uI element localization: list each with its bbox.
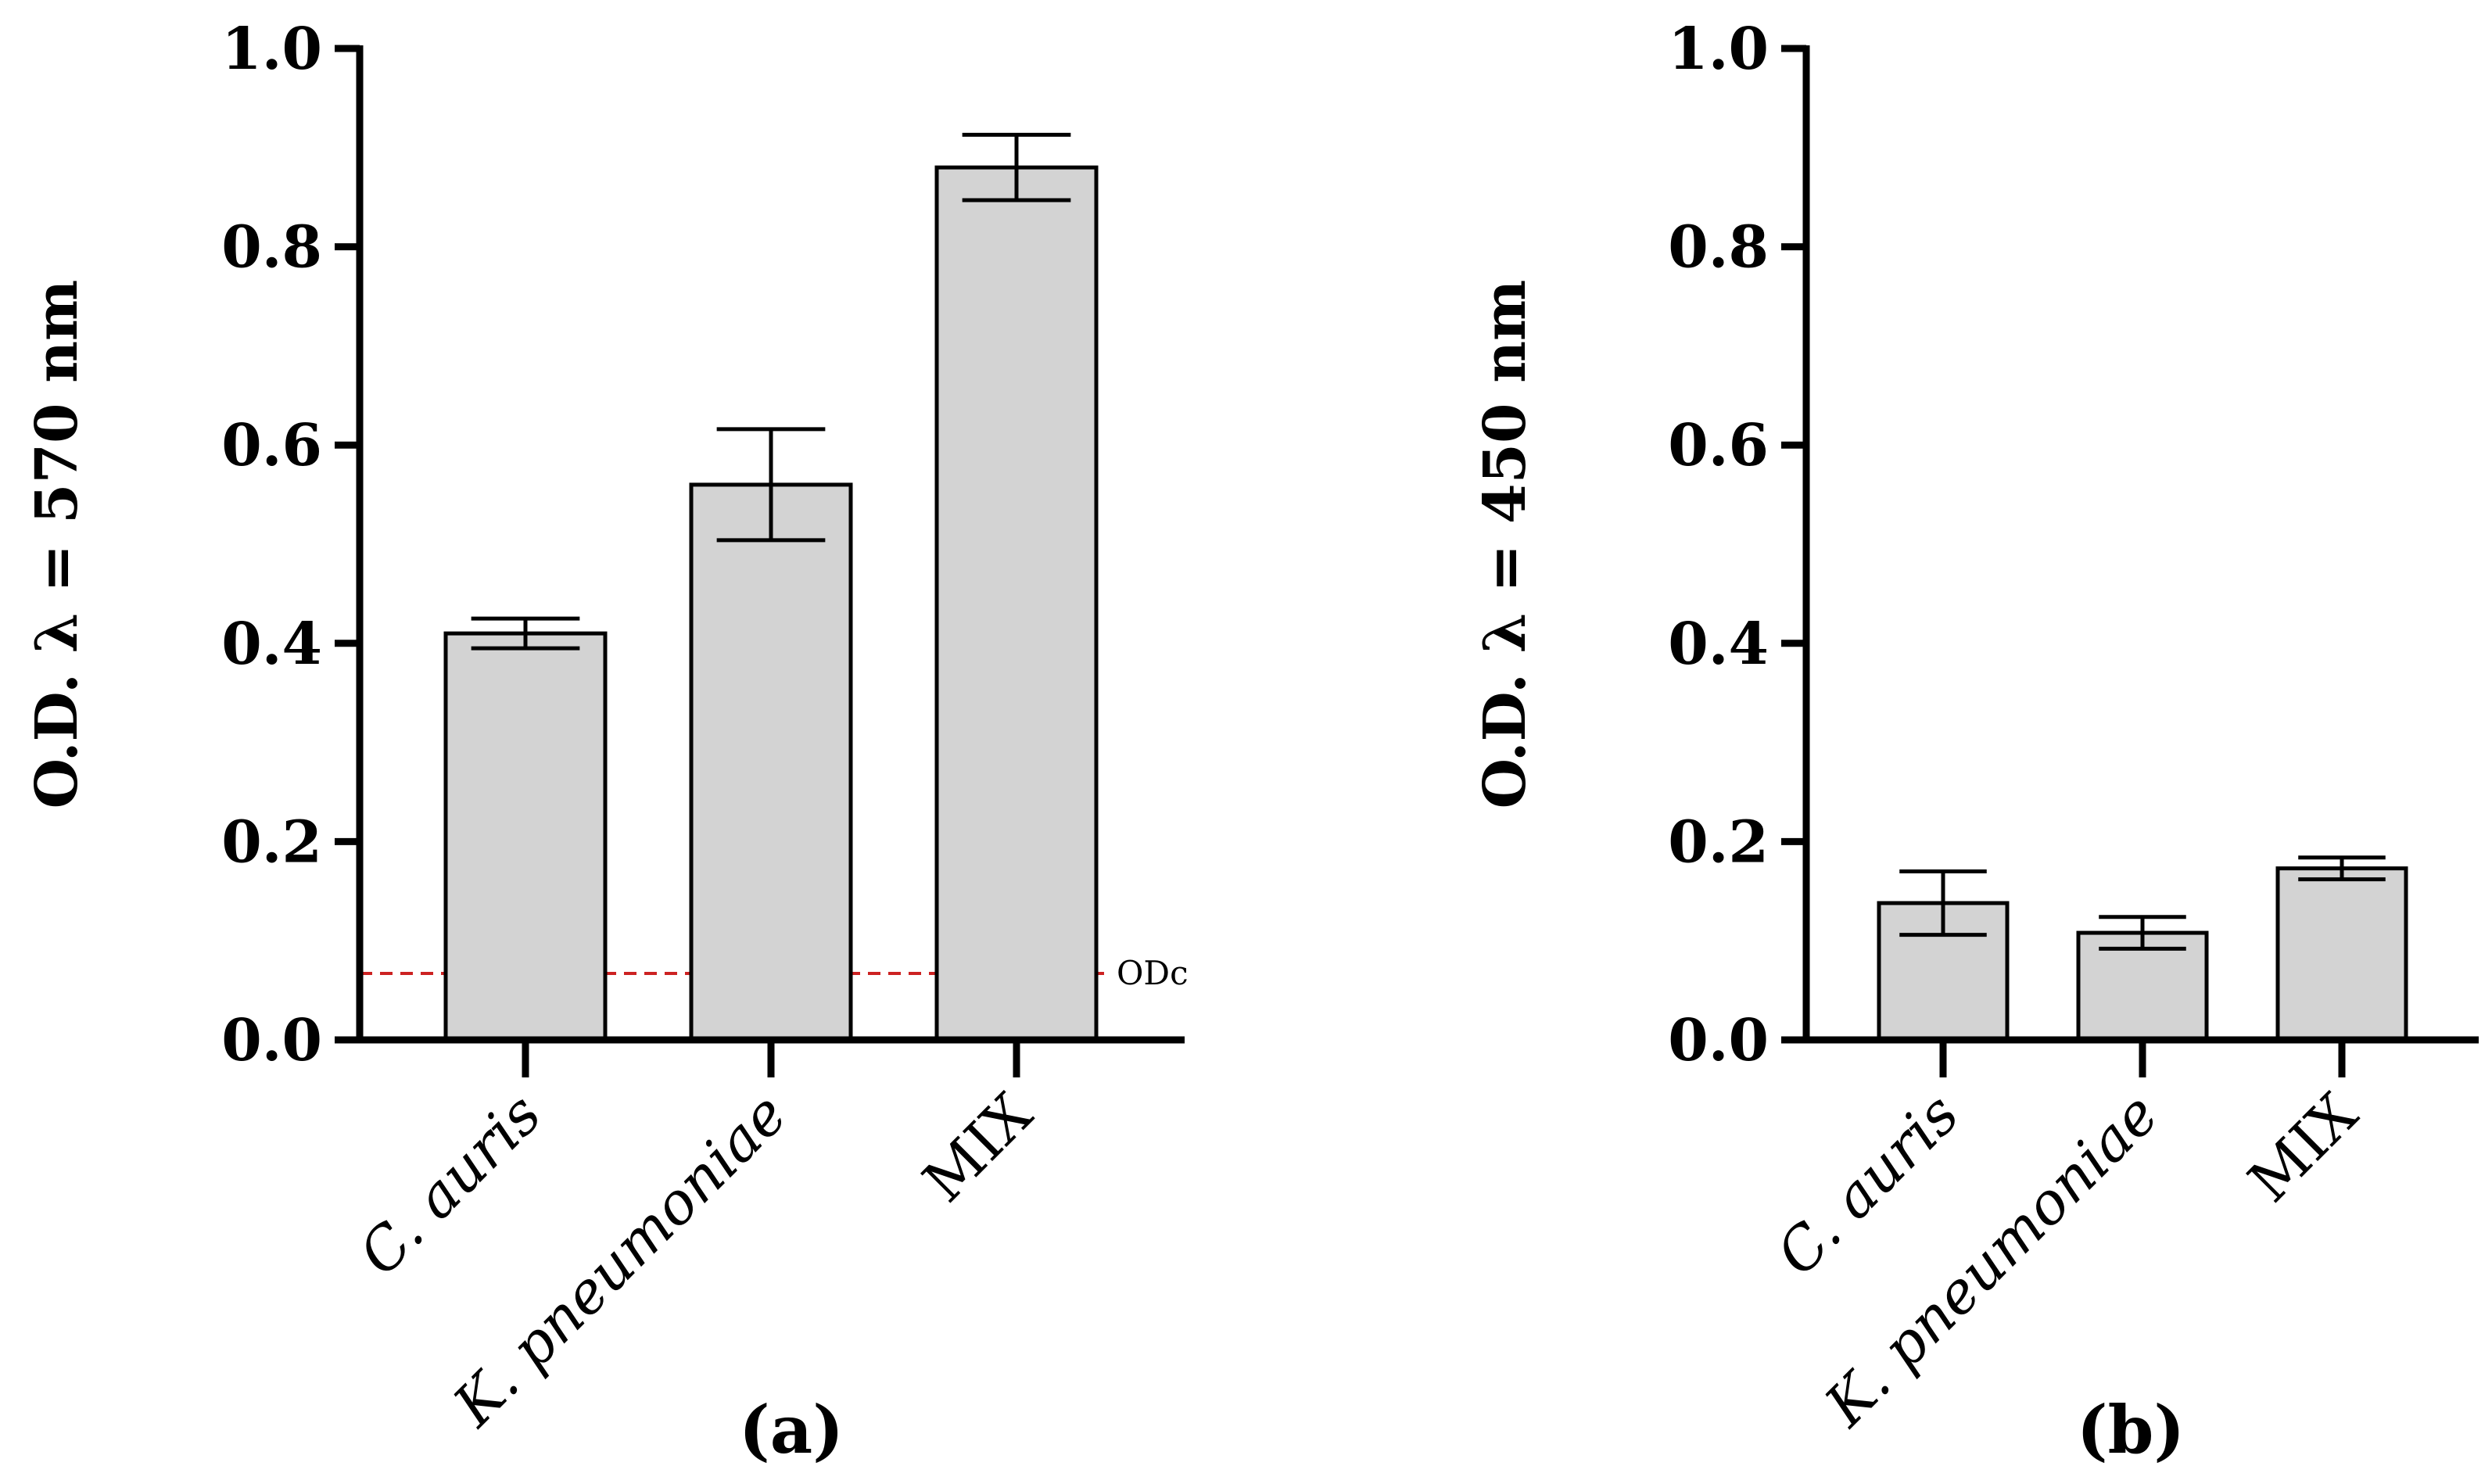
category-label-b-3: MIX [2236, 1081, 2371, 1216]
y-tick-label-a-1: 0.2 [221, 808, 322, 876]
y-tick-label-a-0: 0.0 [221, 1007, 322, 1074]
error-bar-a-1 [471, 616, 580, 651]
y-tick-label-b-3: 0.6 [1668, 412, 1769, 479]
error-bar-b-3 [2298, 855, 2386, 882]
reference-line-label: ODc [1117, 954, 1189, 992]
category-label-b-2: K. pneumoniae [1812, 1081, 2171, 1440]
y-tick-label-b-4: 0.8 [1668, 214, 1769, 281]
y-tick-label-b-0: 0.0 [1668, 1007, 1769, 1074]
y-tick-label-a-4: 0.8 [221, 214, 322, 281]
category-label-a-1: C. auris [346, 1081, 554, 1289]
y-tick-label-a-5: 1.0 [221, 16, 322, 83]
y-axis-title-a: O.D. λ = 570 nm [23, 280, 91, 809]
panel-label-b: (b) [2077, 1391, 2185, 1468]
bar-a-1 [443, 631, 608, 1042]
category-label-b-1: C. auris [1764, 1081, 1972, 1289]
error-bar-b-2 [2099, 915, 2186, 951]
y-tick-label-b-5: 1.0 [1668, 16, 1769, 83]
error-bar-a-2 [716, 427, 826, 543]
error-bar-b-1 [1899, 869, 1987, 937]
bar-b-3 [2275, 866, 2408, 1042]
y-tick-label-a-2: 0.4 [221, 611, 322, 678]
error-bar-a-3 [962, 132, 1071, 203]
panel-label-a: (a) [739, 1391, 844, 1468]
y-tick-label-b-2: 0.4 [1668, 611, 1769, 678]
y-tick-label-a-3: 0.6 [221, 412, 322, 479]
y-axis-title-b: O.D. λ = 450 nm [1472, 280, 1539, 809]
bar-a-2 [689, 482, 853, 1042]
bar-a-3 [934, 165, 1099, 1042]
category-label-a-3: MIX [910, 1081, 1045, 1216]
y-tick-label-b-1: 0.2 [1668, 808, 1769, 876]
